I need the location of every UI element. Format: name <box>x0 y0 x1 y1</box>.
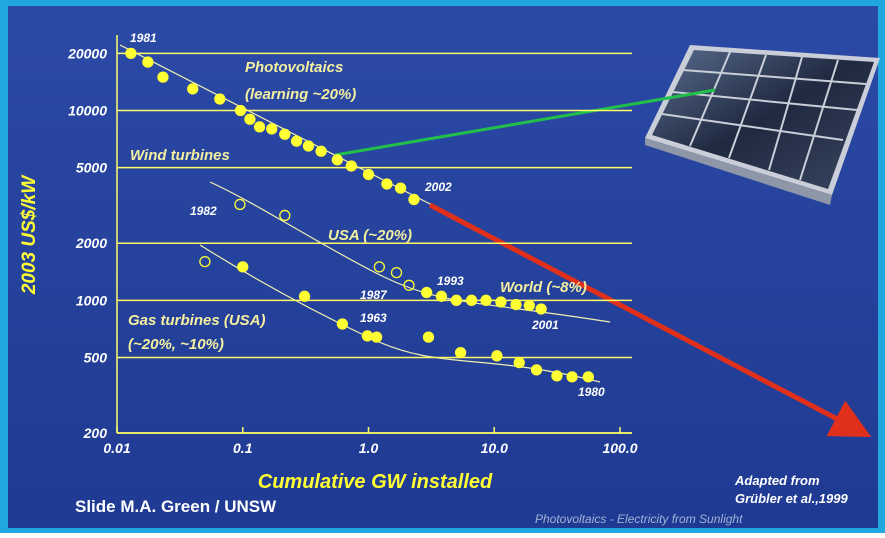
data-point <box>381 178 393 190</box>
x-tick-label: 0.01 <box>103 440 130 456</box>
data-point <box>290 135 303 147</box>
data-point <box>370 331 383 343</box>
annotation: 1963 <box>360 311 387 325</box>
data-point <box>450 294 463 306</box>
y-axis-title: 2003 US$/kW <box>19 174 40 295</box>
data-point <box>373 261 386 273</box>
data-point <box>403 279 415 291</box>
solar-panel <box>645 45 880 205</box>
data-point <box>345 160 357 172</box>
footer: Photovoltaics - Electricity from Sunligh… <box>535 512 743 526</box>
annotation: 1980 <box>578 385 605 399</box>
y-tick-label: 200 <box>83 425 108 441</box>
data-point <box>408 193 420 206</box>
data-point <box>253 121 266 133</box>
annotation: 1982 <box>190 204 217 218</box>
data-point <box>566 371 578 383</box>
data-point <box>336 318 349 330</box>
data-point <box>551 370 563 382</box>
y-tick-label: 500 <box>84 349 108 365</box>
data-point <box>199 255 211 268</box>
data-point <box>266 123 278 135</box>
data-point <box>361 330 374 342</box>
data-point <box>315 145 327 157</box>
data-point <box>298 290 311 302</box>
source-note: Grübler et al.,1999 <box>735 491 848 506</box>
annotation: 1993 <box>437 274 464 288</box>
y-tick-label: 2000 <box>75 235 107 251</box>
data-point <box>422 331 435 343</box>
annotation: 1981 <box>130 31 157 45</box>
data-point <box>279 128 291 140</box>
data-point <box>302 140 315 152</box>
x-tick-label: 0.1 <box>233 440 253 456</box>
data-point <box>390 266 403 279</box>
annotation: Wind turbines <box>130 147 230 164</box>
data-point <box>157 71 169 83</box>
y-tick-label: 5000 <box>76 160 107 176</box>
annotation: 2002 <box>424 180 452 194</box>
annotation: Photovoltaics <box>245 59 343 76</box>
data-point <box>187 83 199 95</box>
data-point <box>523 299 535 312</box>
data-point <box>530 364 543 376</box>
annotation: USA (~20%) <box>328 227 412 244</box>
y-tick-label: 1000 <box>76 292 107 308</box>
data-point <box>279 209 291 222</box>
data-point <box>362 168 375 181</box>
data-point <box>535 303 547 315</box>
data-point <box>125 47 137 60</box>
data-point <box>465 294 478 306</box>
data-point <box>513 356 525 369</box>
x-axis-title: Cumulative GW installed <box>258 471 493 493</box>
y-tick-label: 10000 <box>68 103 107 119</box>
annotation: Gas turbines (USA) <box>128 312 266 329</box>
data-point <box>394 182 407 194</box>
slide-credit: Slide M.A. Green / UNSW <box>75 497 277 516</box>
annotation: (~20%, ~10%) <box>128 336 224 353</box>
data-point <box>214 93 226 105</box>
annotation: (learning ~20%) <box>245 86 356 103</box>
data-point <box>495 296 507 308</box>
data-point <box>454 347 467 359</box>
y-tick-label: 20000 <box>67 45 107 61</box>
x-tick-label: 1.0 <box>359 440 379 456</box>
data-point <box>237 261 249 273</box>
pointer-arrow <box>334 88 716 157</box>
data-point <box>491 350 503 362</box>
data-point <box>582 371 594 383</box>
data-point <box>420 286 433 299</box>
data-point <box>244 113 256 125</box>
x-tick-label: 100.0 <box>602 440 637 456</box>
data-point <box>435 290 448 302</box>
data-point <box>142 56 154 68</box>
data-point <box>234 104 247 117</box>
source-note: Adapted from <box>734 473 820 488</box>
x-tick-label: 10.0 <box>481 440 508 456</box>
annotation: 2001 <box>531 318 559 332</box>
data-point <box>480 294 492 306</box>
annotation: 1987 <box>360 288 388 302</box>
data-point <box>234 198 246 211</box>
data-point <box>331 154 343 166</box>
data-point <box>510 298 522 311</box>
annotation: World (~8%) <box>500 279 587 296</box>
